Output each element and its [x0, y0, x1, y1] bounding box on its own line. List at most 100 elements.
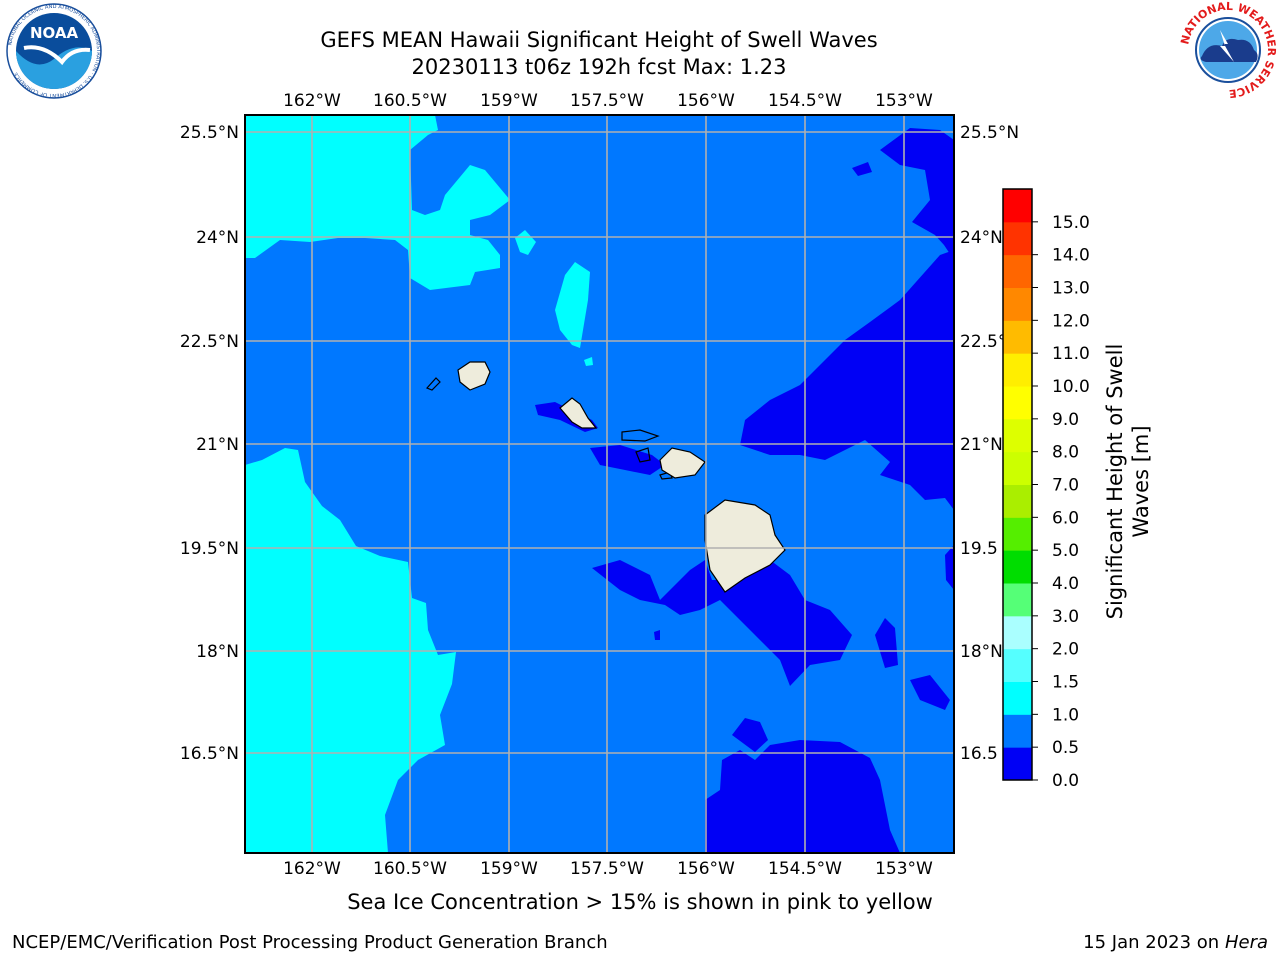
- lat-label-right: 16.5: [960, 744, 998, 764]
- swell-field-0-0.5m-south-islet: [732, 718, 768, 752]
- swell-field-0-0.5m-maui-channel: [590, 445, 665, 475]
- land-niihau: [425, 377, 441, 391]
- colorbar-swatch: [1003, 648, 1032, 682]
- land-molokai: [621, 429, 660, 442]
- colorbar: 0.0 0.5 1.0 1.5 2.0 3.0 4.0 5.0 6.0 7.0 8.0 9.0 10.0…: [1002, 188, 1090, 791]
- swell-field-0-0.5m-east: [740, 250, 954, 510]
- land-lanai: [635, 447, 651, 463]
- lat-label-right: 25.5°N: [960, 123, 1019, 143]
- lat-label-left: 18°N: [196, 642, 239, 662]
- lat-label-right: 19.5: [960, 539, 998, 559]
- colorbar-swatch: [1003, 320, 1032, 354]
- lon-label-bottom: 157.5°W: [570, 859, 644, 879]
- colorbar-swatch: [1003, 254, 1032, 288]
- nws-logo: NATIONAL WEATHER SERVICE: [1178, 0, 1278, 100]
- colorbar-swatch: [1003, 517, 1032, 551]
- colorbar-tick-label: 1.5: [1052, 673, 1079, 693]
- chart-title: GEFS MEAN Hawaii Significant Height of S…: [320, 28, 878, 52]
- swell-field-0-0.5m-east-strip: [945, 545, 954, 590]
- colorbar-tick-label: 1.0: [1052, 705, 1079, 725]
- lat-label-right: 18°N: [960, 642, 1003, 662]
- lon-label-top: 159°W: [480, 91, 538, 111]
- lon-label-top: 160.5°W: [373, 91, 447, 111]
- swell-field-1.0-1.5m-islet-a: [336, 200, 362, 238]
- colorbar-swatch: [1003, 714, 1032, 748]
- lat-label-left: 21°N: [196, 435, 239, 455]
- colorbar-tick-label: 6.0: [1052, 508, 1079, 528]
- graticule-grid: [245, 115, 954, 853]
- map-frame: [244, 114, 955, 854]
- colorbar-tick-label: 0.0: [1052, 771, 1079, 791]
- colorbar-tick-label: 11.0: [1052, 344, 1090, 364]
- swell-field-0-0.5m-northeast: [880, 128, 954, 260]
- lon-label-bottom: 160.5°W: [373, 859, 447, 879]
- lat-label-left: 19.5°N: [180, 539, 239, 559]
- lat-label-left: 16.5°N: [180, 744, 239, 764]
- noaa-logo: NOAA NATIONAL OCEANIC AND ATMOSPHERIC AD…: [6, 3, 102, 99]
- swell-field-1.0-1.5m-streak: [555, 262, 590, 348]
- colorbar-tick-label: 13.0: [1052, 279, 1090, 299]
- colorbar-swatch: [1003, 583, 1032, 617]
- colorbar-swatch: [1003, 747, 1032, 781]
- swell-field-0-0.5m-ne-patch: [852, 162, 872, 176]
- swell-field-0-0.5m-far-southeast: [910, 675, 950, 710]
- colorbar-swatch: [1003, 418, 1032, 453]
- colorbar-tick-label: 15.0: [1052, 213, 1090, 233]
- lon-label-bottom: 154.5°W: [768, 859, 842, 879]
- colorbar-tick-label: 3.0: [1052, 607, 1079, 627]
- lat-label-left: 25.5°N: [180, 123, 239, 143]
- lat-label-right: 21°N: [960, 435, 1003, 455]
- land-hawaii-big-island: [704, 499, 786, 593]
- land-maui: [659, 447, 706, 479]
- colorbar-tick-label: 7.0: [1052, 476, 1079, 496]
- colorbar-tick-label: 5.0: [1052, 541, 1079, 561]
- sea-ice-footnote: Sea Ice Concentration > 15% is shown in …: [347, 890, 933, 914]
- lon-label-top: 162°W: [283, 91, 341, 111]
- lon-label-top: 156°W: [677, 91, 735, 111]
- swell-field-0-0.5m-southeast: [875, 618, 898, 668]
- host-name: Hera: [1224, 932, 1268, 953]
- land-kauai: [457, 361, 491, 391]
- colorbar-swatch: [1003, 287, 1032, 321]
- run-date: 15 Jan 2023 on: [1083, 932, 1225, 953]
- swell-field-0-0.5m-dot: [654, 630, 660, 640]
- colorbar-tick-label: 4.0: [1052, 574, 1079, 594]
- lat-label-left: 24°N: [196, 228, 239, 248]
- colorbar-tick-label: 14.0: [1052, 246, 1090, 266]
- colorbar-tick-label: 8.0: [1052, 443, 1079, 463]
- lat-label-left: 22.5°N: [180, 332, 239, 352]
- lat-label-right: 24°N: [960, 228, 1003, 248]
- lon-label-top: 154.5°W: [768, 91, 842, 111]
- run-date-credit: 15 Jan 2023 on Hera: [1083, 932, 1268, 953]
- colorbar-swatch: [1003, 386, 1032, 420]
- colorbar-swatch: [1003, 353, 1032, 387]
- producer-credit: NCEP/EMC/Verification Post Processing Pr…: [12, 932, 608, 953]
- lon-label-top: 153°W: [875, 91, 933, 111]
- colorbar-swatch: [1003, 550, 1032, 584]
- colorbar-tick-label: 9.0: [1052, 410, 1079, 430]
- colorbar-swatch: [1003, 484, 1032, 518]
- swell-field-0-0.5m-south: [705, 740, 900, 853]
- swell-field-1.0-1.5m-dot: [584, 357, 593, 366]
- colorbar-swatch: [1003, 451, 1032, 485]
- swell-field-0-0.5m-big-island-lee: [592, 560, 852, 686]
- lat-label-right: 22.5°: [960, 332, 1006, 352]
- noaa-logo-text: NOAA: [30, 24, 79, 42]
- colorbar-tick-label: 12.0: [1052, 311, 1090, 331]
- lon-label-bottom: 153°W: [875, 859, 933, 879]
- colorbar-tick-label: 10.0: [1052, 377, 1090, 397]
- lon-label-bottom: 162°W: [283, 859, 341, 879]
- colorbar-tick-label: 2.0: [1052, 640, 1079, 660]
- land-areas: [425, 361, 786, 593]
- colorbar-swatch: [1003, 221, 1032, 256]
- lon-label-bottom: 156°W: [677, 859, 735, 879]
- colorbar-swatch: [1003, 189, 1032, 223]
- colorbar-label: Significant Height of SwellWaves [m]: [1103, 344, 1153, 620]
- lon-label-top: 157.5°W: [570, 91, 644, 111]
- land-oahu: [559, 397, 598, 429]
- colorbar-tick-label: 0.5: [1052, 738, 1079, 758]
- lon-label-bottom: 159°W: [480, 859, 538, 879]
- colorbar-swatch: [1003, 615, 1032, 650]
- chart-subtitle: 20230113 t06z 192h fcst Max: 1.23: [411, 55, 787, 79]
